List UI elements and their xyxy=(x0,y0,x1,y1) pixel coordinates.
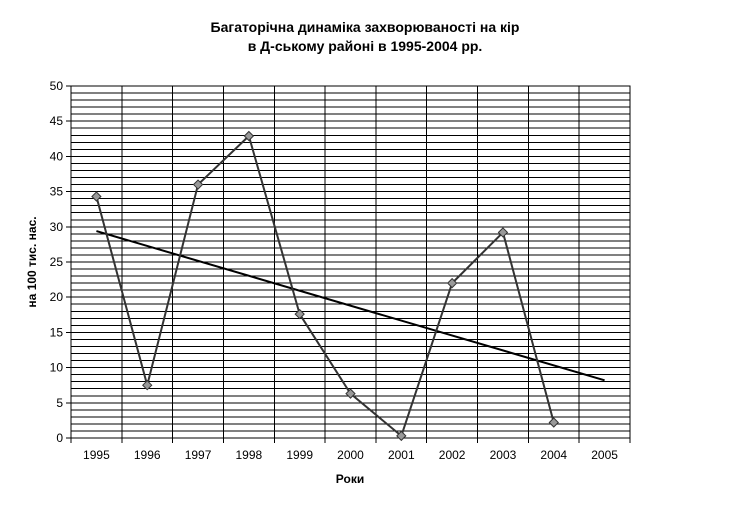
y-tick-label: 10 xyxy=(50,361,64,375)
y-axis-label: на 100 тис. нас. xyxy=(25,216,39,307)
y-tick-label: 15 xyxy=(50,325,64,339)
series-line xyxy=(95,134,555,437)
y-tick-label: 20 xyxy=(50,290,64,304)
data-point-marker xyxy=(91,191,102,202)
trendline-layer xyxy=(96,230,605,382)
data-point-marker xyxy=(142,379,153,391)
data-point-marker xyxy=(243,130,255,142)
x-tick-label: 1999 xyxy=(286,448,313,462)
data-point-marker xyxy=(548,417,559,428)
x-tick-label: 1996 xyxy=(134,448,161,462)
y-axis-tick-labels: 0 5 10 15 20 25 30 35 40 45 50 xyxy=(50,79,64,445)
y-tick-label: 35 xyxy=(50,185,64,199)
y-tick-label: 50 xyxy=(50,79,64,93)
x-tick-label: 2003 xyxy=(490,448,517,462)
y-tick-label: 30 xyxy=(50,220,64,234)
data-point-marker xyxy=(497,227,509,238)
x-axis-tick-labels: 1995 1996 1997 1998 1999 2000 2001 2002 2003 2004… xyxy=(83,448,618,462)
data-point-marker xyxy=(345,388,356,399)
data-point-marker xyxy=(396,430,407,442)
x-tick-label: 2000 xyxy=(337,448,364,462)
x-tick-label: 2002 xyxy=(439,448,466,462)
x-tick-label: 1998 xyxy=(236,448,263,462)
trendline xyxy=(96,230,605,382)
chart-title-line-2: в Д-ському районі в 1995-2004 рр. xyxy=(248,38,483,54)
axes xyxy=(66,85,631,443)
x-tick-label: 2001 xyxy=(388,448,415,462)
y-tick-label: 5 xyxy=(56,396,63,410)
grid xyxy=(70,85,631,439)
series-layer xyxy=(91,130,559,442)
x-tick-label: 2004 xyxy=(540,448,567,462)
x-tick-label: 2005 xyxy=(591,448,618,462)
data-point-marker xyxy=(192,179,204,190)
x-tick-label: 1997 xyxy=(185,448,212,462)
y-tick-label: 0 xyxy=(56,431,63,445)
chart-title-line-1: Багаторічна динаміка захворюваності на к… xyxy=(211,19,520,35)
y-tick-label: 25 xyxy=(50,255,64,269)
y-tick-label: 45 xyxy=(50,114,64,128)
y-tick-label: 40 xyxy=(50,149,64,163)
data-point-marker xyxy=(294,308,305,320)
data-point-marker xyxy=(446,277,458,289)
x-tick-label: 1995 xyxy=(83,448,110,462)
x-axis-label: Роки xyxy=(336,472,364,486)
